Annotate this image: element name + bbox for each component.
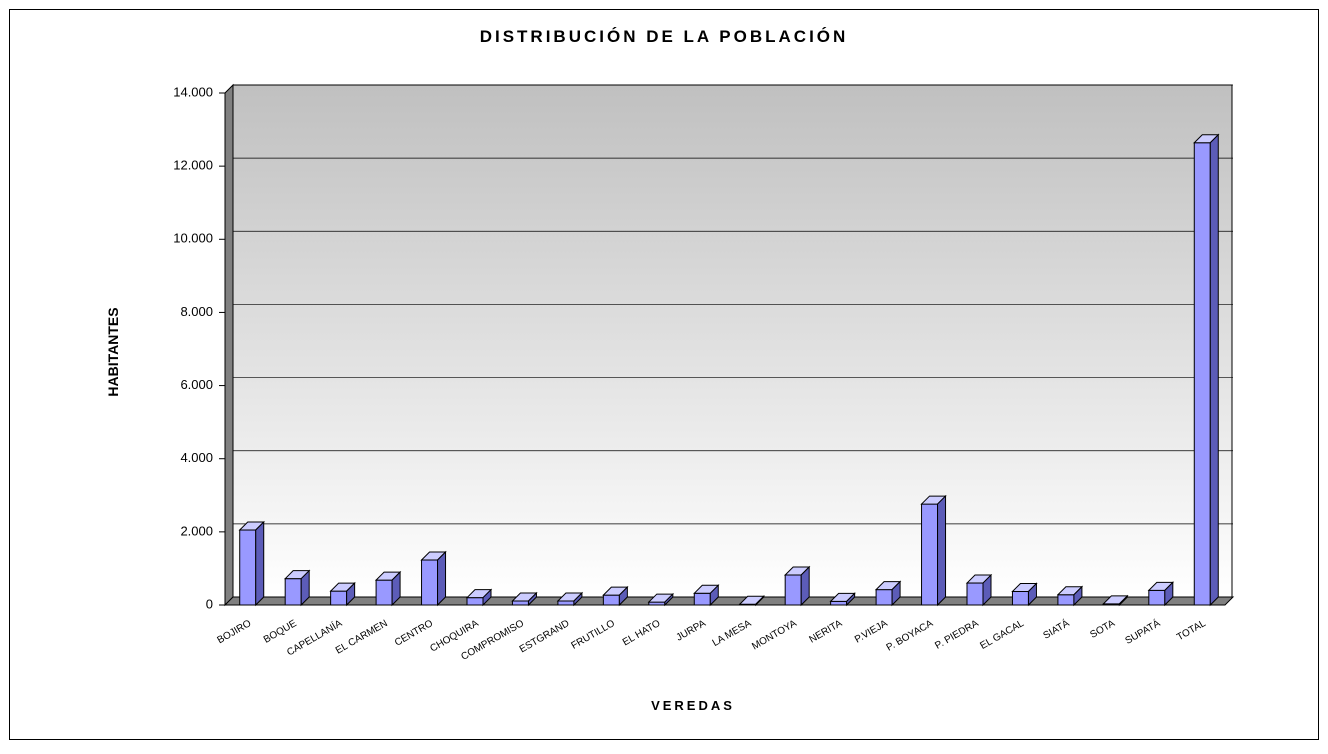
bar-side bbox=[482, 588, 492, 607]
bar bbox=[783, 565, 811, 607]
bar-front bbox=[1011, 590, 1029, 606]
y-tick-label: 0 bbox=[206, 596, 213, 611]
y-tick-label: 10.000 bbox=[173, 231, 213, 246]
bar-front bbox=[284, 578, 302, 606]
bar-front bbox=[421, 559, 439, 606]
bar-side bbox=[891, 580, 901, 607]
bar-front bbox=[1193, 142, 1211, 606]
bar-side bbox=[346, 581, 356, 607]
bar bbox=[1102, 594, 1129, 607]
bar-front bbox=[330, 590, 348, 606]
x-axis-label: VEREDAS bbox=[651, 698, 735, 713]
bar bbox=[829, 592, 856, 607]
bar bbox=[1056, 585, 1084, 607]
bar bbox=[602, 585, 629, 607]
bar-side bbox=[1073, 585, 1083, 607]
bar-front bbox=[966, 582, 984, 606]
bar bbox=[238, 520, 265, 607]
bar bbox=[874, 580, 902, 607]
bar-front bbox=[511, 600, 529, 606]
bar-side bbox=[937, 494, 947, 607]
y-axis-label: HABITANTES bbox=[105, 307, 121, 396]
bar-side bbox=[1027, 582, 1037, 607]
bar bbox=[420, 550, 447, 607]
bar bbox=[1193, 133, 1220, 607]
bar bbox=[283, 569, 311, 607]
chart-title: DISTRIBUCIÓN DE LA POBLACIÓN bbox=[480, 27, 849, 46]
bar bbox=[965, 573, 993, 607]
bar-front bbox=[239, 529, 257, 606]
bar-front bbox=[375, 579, 393, 606]
bar-side bbox=[1118, 594, 1128, 607]
side-wall bbox=[224, 83, 234, 607]
bar-side bbox=[391, 570, 401, 607]
bar bbox=[511, 591, 538, 607]
bar-front bbox=[693, 592, 711, 606]
bar-front bbox=[830, 600, 848, 606]
bar bbox=[374, 570, 402, 607]
bar-side bbox=[1164, 581, 1174, 607]
bar bbox=[920, 494, 947, 607]
y-tick-label: 12.000 bbox=[173, 158, 213, 173]
bar-front bbox=[1057, 594, 1075, 606]
bar-front bbox=[1148, 589, 1166, 606]
bar-side bbox=[618, 585, 628, 607]
bar bbox=[1011, 582, 1038, 607]
bar bbox=[693, 584, 720, 607]
bar-front bbox=[921, 503, 939, 606]
bar-front bbox=[466, 597, 484, 606]
bar-side bbox=[846, 592, 856, 607]
bar-side bbox=[1209, 133, 1219, 607]
bar-side bbox=[755, 595, 765, 607]
bar bbox=[329, 581, 356, 607]
bar-side bbox=[709, 584, 719, 607]
bar-side bbox=[255, 520, 265, 607]
bar-front bbox=[875, 589, 893, 606]
bar bbox=[556, 591, 584, 607]
bar-side bbox=[664, 592, 674, 607]
bar-side bbox=[982, 573, 992, 607]
bar bbox=[1147, 581, 1175, 607]
bar bbox=[465, 588, 493, 607]
y-tick-label: 2.000 bbox=[180, 523, 213, 538]
bar-side bbox=[573, 591, 583, 607]
bar-side bbox=[300, 569, 310, 607]
bar-side bbox=[527, 591, 537, 607]
y-tick-label: 6.000 bbox=[180, 377, 213, 392]
bar bbox=[738, 595, 765, 607]
bar-front bbox=[602, 594, 620, 606]
bar-front bbox=[557, 600, 575, 606]
bar-side bbox=[800, 565, 810, 607]
y-tick-label: 4.000 bbox=[180, 450, 213, 465]
bar bbox=[647, 592, 675, 607]
bar-side bbox=[437, 550, 447, 607]
back-wall bbox=[232, 84, 1233, 598]
bar-front bbox=[784, 574, 802, 606]
y-tick-label: 8.000 bbox=[180, 304, 213, 319]
y-tick-label: 14.000 bbox=[173, 84, 213, 99]
